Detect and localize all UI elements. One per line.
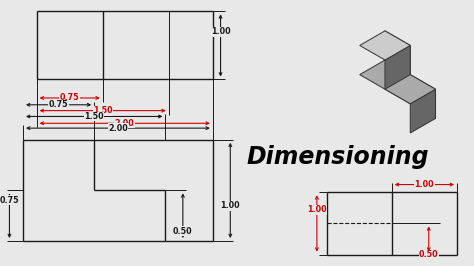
Text: 1.50: 1.50 xyxy=(93,106,112,115)
Polygon shape xyxy=(385,31,410,75)
Polygon shape xyxy=(385,60,436,118)
Text: 1.00: 1.00 xyxy=(220,201,240,210)
Polygon shape xyxy=(360,31,410,60)
Polygon shape xyxy=(410,89,436,133)
Text: 1.00: 1.00 xyxy=(307,205,327,214)
Text: 2.00: 2.00 xyxy=(115,119,135,128)
Text: Dimensioning: Dimensioning xyxy=(247,145,429,169)
Polygon shape xyxy=(360,60,436,104)
Text: 0.75: 0.75 xyxy=(0,196,19,205)
Text: 0.50: 0.50 xyxy=(173,227,192,236)
Text: 1.50: 1.50 xyxy=(84,112,104,121)
Text: 0.75: 0.75 xyxy=(49,100,68,109)
Text: 1.00: 1.00 xyxy=(415,180,434,189)
Text: 1.00: 1.00 xyxy=(211,27,230,36)
Text: 0.75: 0.75 xyxy=(60,93,80,102)
Polygon shape xyxy=(385,45,410,89)
Text: 2.00: 2.00 xyxy=(108,124,128,133)
Text: 0.50: 0.50 xyxy=(419,250,438,259)
